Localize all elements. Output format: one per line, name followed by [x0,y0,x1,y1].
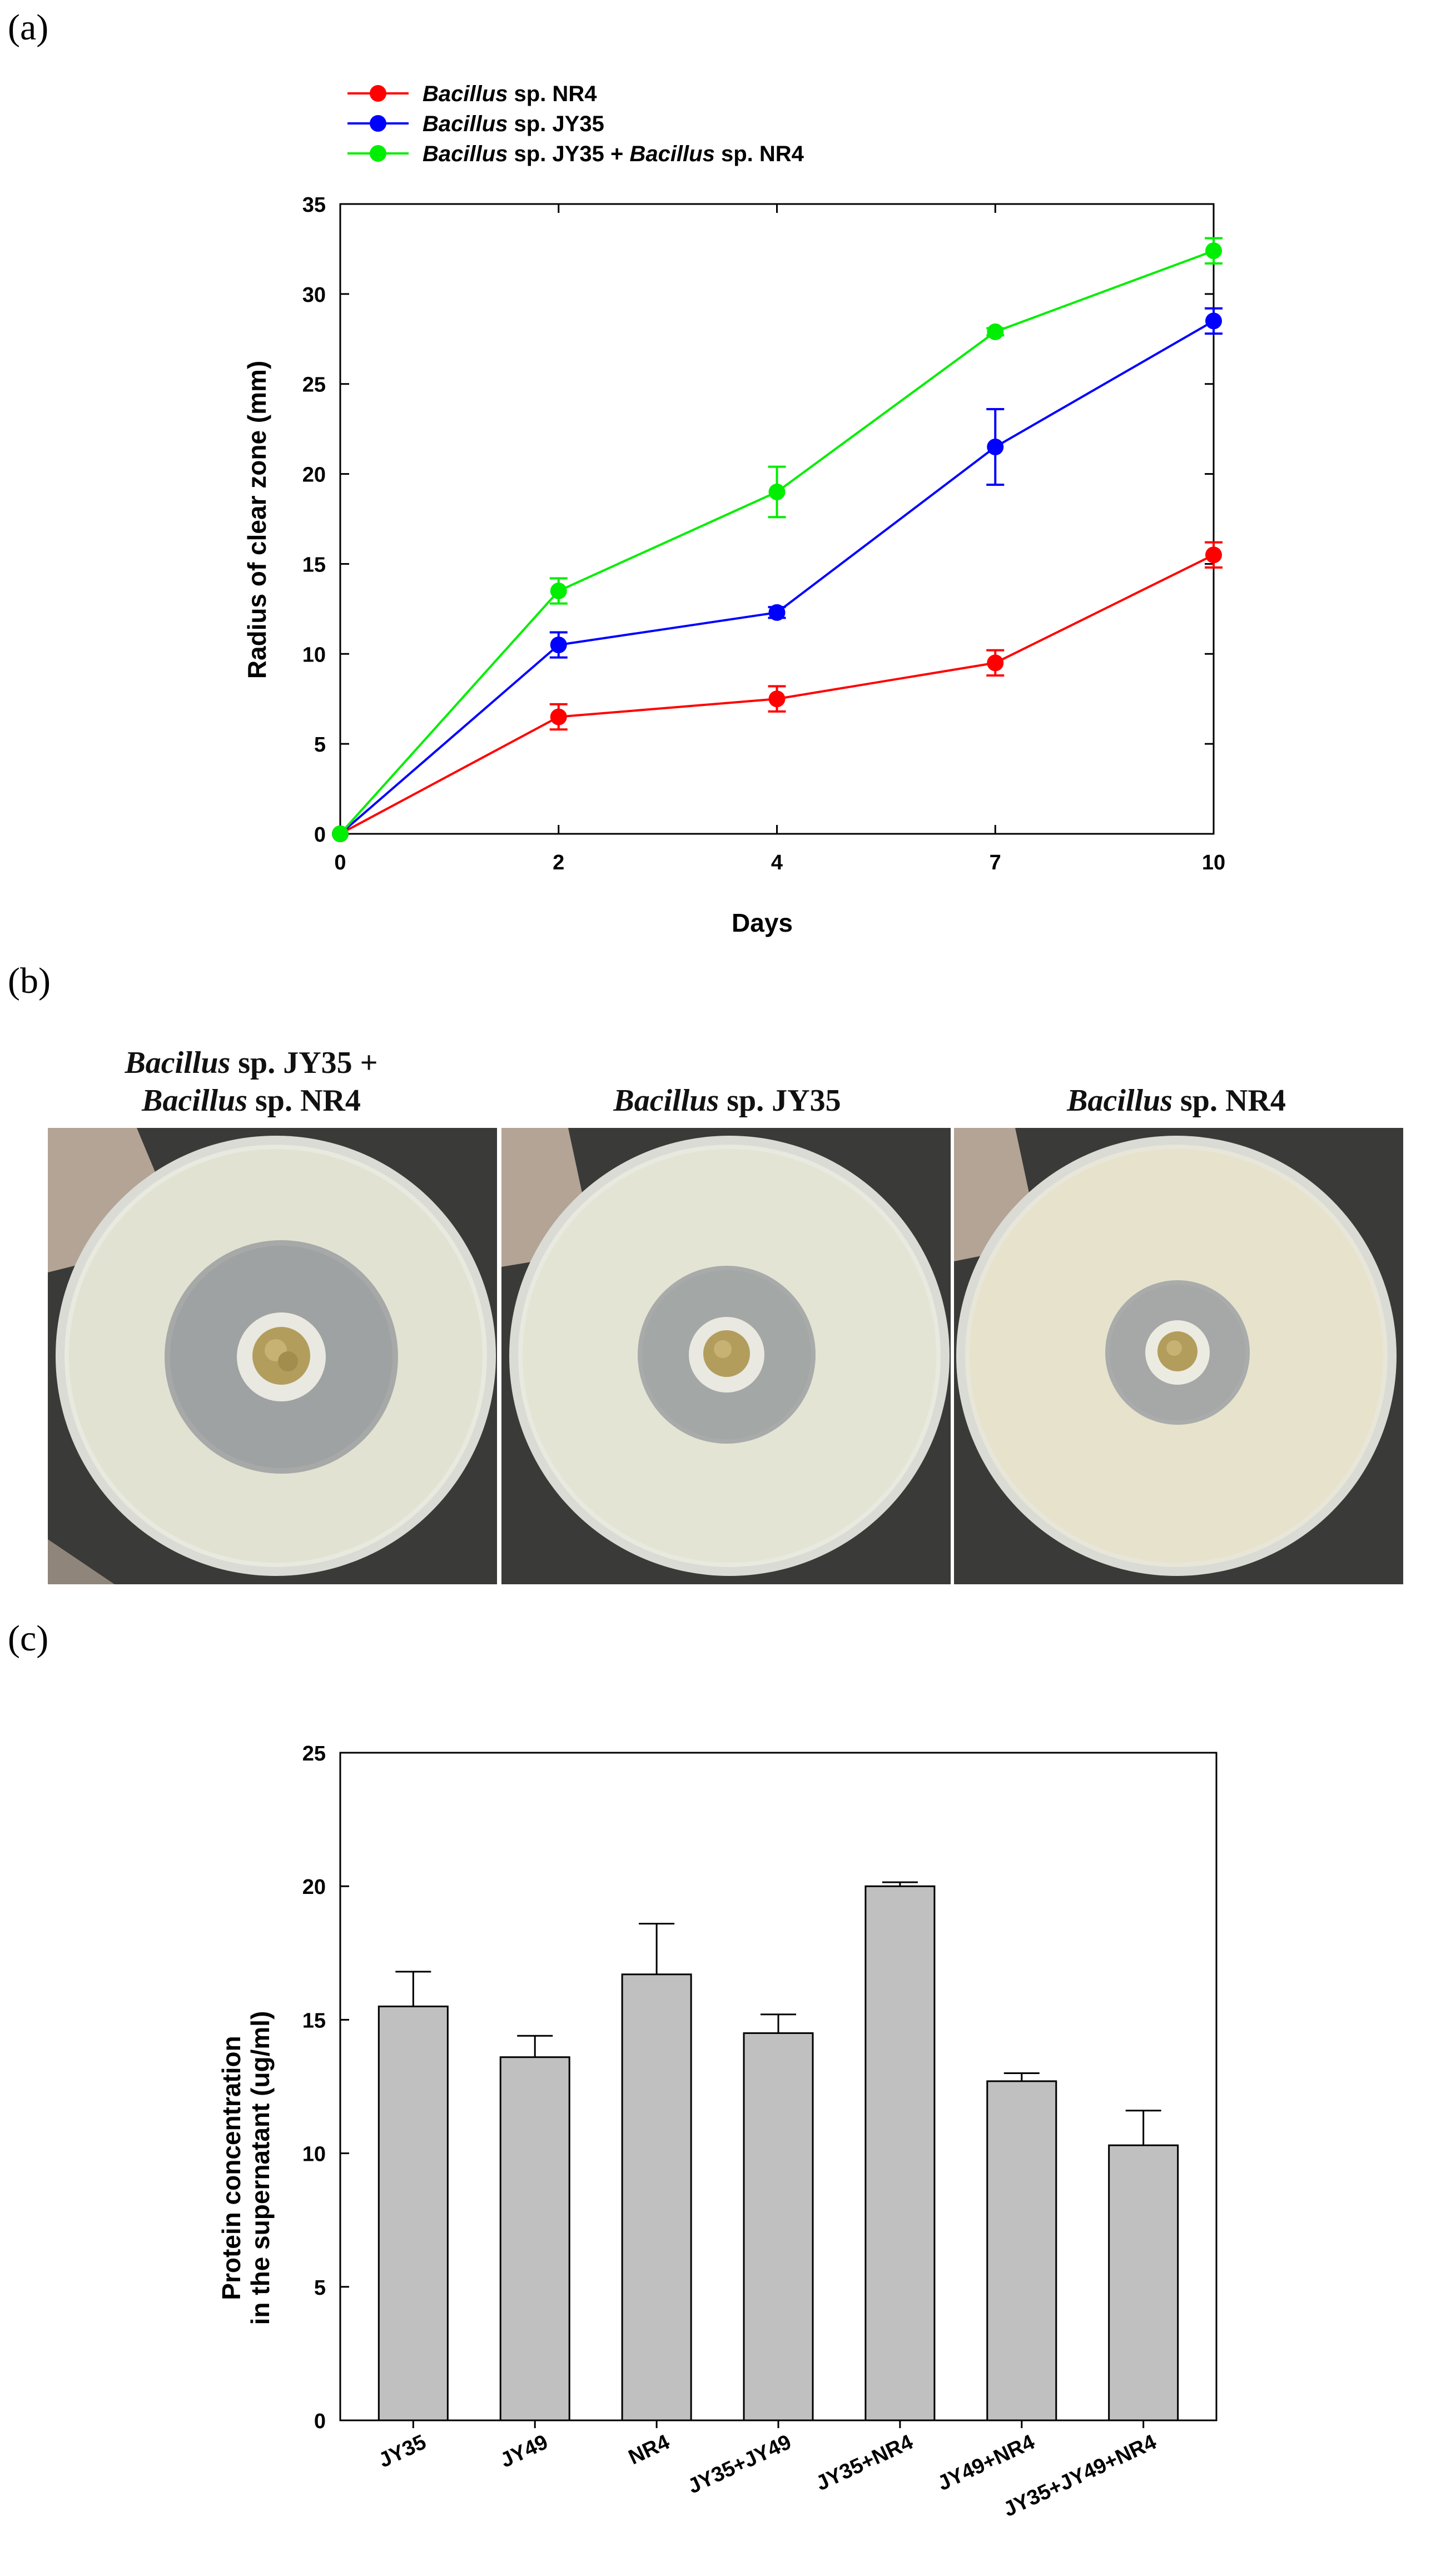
y-tick-label: 0 [314,2410,326,2433]
data-point-jy35-nr4 [332,825,349,842]
x-tick-label: 4 [771,851,783,874]
y-tick-label: 5 [314,733,326,757]
petri-dish-photo-jy35 [501,1128,951,1584]
bar-jy49-nr4 [986,2080,1057,2421]
data-point-jy35 [768,604,786,621]
x-tick-label: JY35 [375,2430,430,2473]
data-point-nr4 [550,708,567,725]
plate-title-jy35: Bacillus sp. JY35 [613,1083,841,1118]
y-tick-label: 5 [314,2276,326,2300]
panel-label-c: (c) [8,1618,49,1659]
x-tick-label: JY49 [497,2430,551,2473]
panel-label-b: (b) [8,961,51,1001]
data-point-nr4 [987,654,1004,672]
bar-jy49 [499,2056,570,2421]
y-tick-label: 35 [302,193,326,217]
plate-title-nr4: Bacillus sp. NR4 [1067,1083,1286,1118]
y-tick-label: 20 [302,1876,326,1899]
x-axis-ticks: 0 2 4 7 10 [334,204,1225,874]
bar-jy35-jy49-nr4 [1108,2144,1179,2421]
series-line-jy35 [339,320,1214,835]
x-tick-label: 10 [1202,851,1225,874]
legend-label: Bacillus sp. JY35 [423,112,604,136]
y-tick-label: 0 [314,823,326,847]
data-point-jy35-nr4 [1205,242,1222,260]
y-tick-label: 30 [302,284,326,307]
data-point-jy35 [987,439,1004,456]
x-tick-label: JY35+NR4 [812,2430,916,2495]
legend-label: Bacillus sp. JY35 + Bacillus sp. NR4 [423,142,804,166]
data-point-jy35-nr4 [550,582,567,599]
legend-marker [370,85,386,102]
data-point-nr4 [1205,546,1222,564]
y-tick-label: 25 [302,1742,326,1766]
x-axis-label: Days [732,908,793,937]
bar-jy35-jy49 [743,2032,814,2421]
petri-dish-photo-combo [48,1128,497,1584]
bar-nr4 [621,1973,692,2421]
data-point-jy35-nr4 [768,483,786,500]
x-tick-label: JY35+JY49 [684,2430,795,2498]
series-group [332,237,1223,842]
y-axis-label-line2: in the supernatant (ug/ml) [246,2011,275,2325]
y-tick-label: 25 [302,374,326,397]
series-line-jy35-nr4 [339,250,1214,835]
x-tick-label: JY49+NR4 [934,2430,1038,2495]
x-tick-label: NR4 [625,2430,673,2469]
x-axis-ticks: JY35 JY49 NR4 JY35+JY49 JY35+NR4 JY49+NR4JY35… [375,2420,1160,2522]
y-tick-label: 15 [302,2009,326,2032]
y-tick-label: 10 [302,2143,326,2166]
legend-marker [370,115,386,132]
bar-jy35 [377,2005,449,2421]
data-point-jy35 [1205,312,1222,330]
legend-marker [370,145,386,162]
bar-jy35-nr4 [864,1885,936,2421]
x-tick-label: 2 [553,851,564,874]
y-tick-label: 20 [302,464,326,487]
data-point-jy35-nr4 [987,323,1004,340]
panel-label-a: (a) [8,7,49,48]
y-tick-label: 15 [302,553,326,576]
y-axis-ticks: 0 5 10 15 20 25 [302,1742,349,2433]
x-tick-label: 0 [334,851,346,874]
y-axis-label: Radius of clear zone (mm) [242,361,271,679]
legend-label: Bacillus sp. NR4 [423,82,597,106]
data-point-nr4 [768,690,786,708]
line-chart-clear-zone: Bacillus sp. NR4 Bacillus sp. JY35 Bacillu… [242,82,1225,937]
bars-group [377,1881,1179,2421]
chart-legend: Bacillus sp. NR4 Bacillus sp. JY35 Bacillu… [347,82,804,166]
data-point-jy35 [550,636,567,654]
y-axis-ticks: 0 5 10 15 20 25 30 35 [302,193,1214,847]
y-tick-label: 10 [302,643,326,667]
petri-dish-photo-nr4 [954,1128,1403,1584]
y-axis-label-line1: Protein concentration [217,2036,246,2300]
x-tick-label: 7 [990,851,1001,874]
bar-chart-protein: 0 5 10 15 20 25 JY35 JY49 NR4 JY35+JY49 JY35+NR4 J… [217,1742,1218,2522]
plate-title-combo: Bacillus sp. JY35 + Bacillus sp. NR4 [125,1046,378,1118]
